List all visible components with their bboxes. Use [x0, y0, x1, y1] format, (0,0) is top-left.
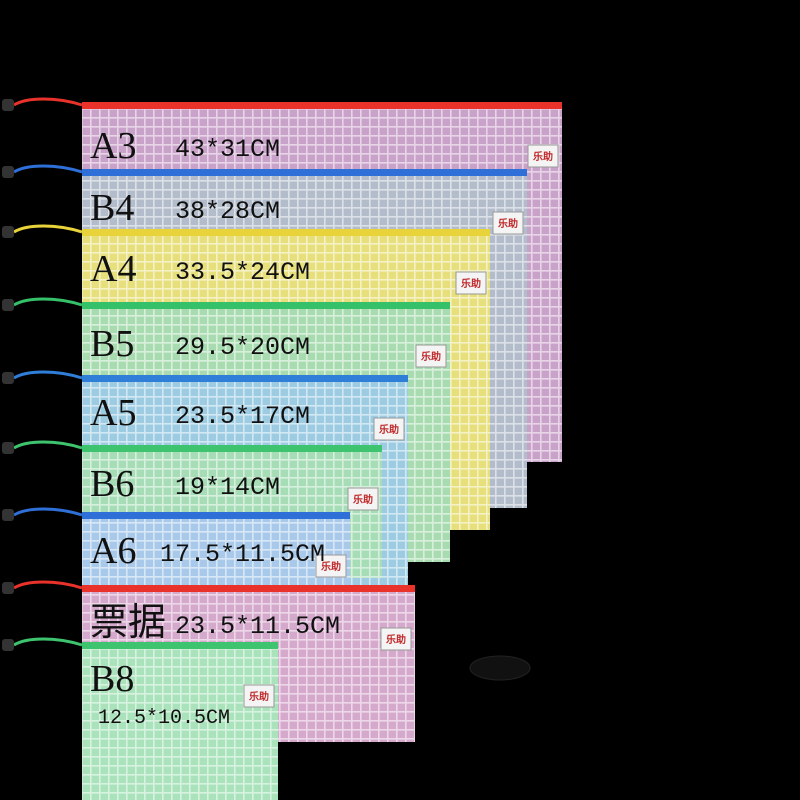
- brand-tag-text: 乐助: [461, 277, 481, 290]
- brand-tag: [315, 554, 347, 578]
- size-label: A4: [90, 248, 136, 290]
- zipper-slider: [2, 99, 14, 111]
- zipper-slider: [2, 509, 14, 521]
- zipper-slider: [2, 582, 14, 594]
- zipper: [82, 229, 490, 236]
- zipper-slider: [2, 299, 14, 311]
- bag-mesh: [82, 515, 350, 585]
- size-label: B6: [90, 463, 134, 505]
- zipper-pull: [13, 507, 83, 517]
- brand-tag-text: 乐助: [386, 633, 406, 646]
- brand-tag-text: 乐助: [421, 350, 441, 363]
- dims-label: 19*14CM: [175, 473, 280, 502]
- zipper-pull: [13, 370, 83, 380]
- size-label: 票据: [90, 602, 166, 644]
- zipper-slider: [2, 372, 14, 384]
- brand-tag-text: 乐助: [353, 493, 373, 506]
- dims-label: 43*31CM: [175, 135, 280, 164]
- brand-tag: [243, 684, 275, 708]
- zipper: [82, 512, 350, 519]
- brand-tag: [492, 211, 524, 235]
- zipper-slider: [2, 639, 14, 651]
- zipper-slider: [2, 226, 14, 238]
- bag: 乐助 B8 12.5*10.5CM: [2, 637, 278, 800]
- size-label: B4: [90, 187, 134, 229]
- dims-label: 17.5*11.5CM: [160, 540, 325, 569]
- zipper-pull: [13, 440, 83, 450]
- zipper: [82, 585, 415, 592]
- brand-tag-text: 乐助: [498, 217, 518, 230]
- bag: 乐助 A6 17.5*11.5CM: [2, 507, 350, 585]
- size-label: A6: [90, 530, 136, 572]
- dims-label: 38*28CM: [175, 197, 280, 226]
- zipper: [82, 375, 408, 382]
- zipper-pull: [13, 97, 83, 107]
- size-label: B5: [90, 323, 134, 365]
- shadow: [469, 655, 531, 681]
- brand-tag: [373, 417, 405, 441]
- zipper-pull: [13, 224, 83, 234]
- zipper-slider: [2, 442, 14, 454]
- bag-mesh: [82, 645, 278, 800]
- zipper: [82, 102, 562, 109]
- zipper: [82, 169, 527, 176]
- dims-label: 33.5*24CM: [175, 258, 310, 287]
- zipper: [82, 445, 382, 452]
- zipper-pull: [13, 637, 83, 647]
- zipper-pull: [13, 580, 83, 590]
- brand-tag: [455, 271, 487, 295]
- dims-label: 12.5*10.5CM: [98, 707, 230, 730]
- zipper: [82, 642, 278, 649]
- dims-label: 23.5*17CM: [175, 402, 310, 431]
- zipper-pull: [13, 297, 83, 307]
- brand-tag-text: 乐助: [321, 560, 341, 573]
- brand-tag-text: 乐助: [533, 150, 553, 163]
- dims-label: 29.5*20CM: [175, 333, 310, 362]
- brand-tag: [347, 487, 379, 511]
- brand-tag: [415, 344, 447, 368]
- size-label: A3: [90, 125, 136, 167]
- brand-tag: [527, 144, 559, 168]
- brand-tag: [380, 627, 412, 651]
- dims-label: 23.5*11.5CM: [175, 612, 340, 641]
- brand-tag-text: 乐助: [249, 690, 269, 703]
- size-label: A5: [90, 392, 136, 434]
- brand-tag-text: 乐助: [379, 423, 399, 436]
- zipper-pull: [13, 164, 83, 174]
- zipper: [82, 302, 450, 309]
- size-label: B8: [90, 658, 134, 700]
- zipper-slider: [2, 166, 14, 178]
